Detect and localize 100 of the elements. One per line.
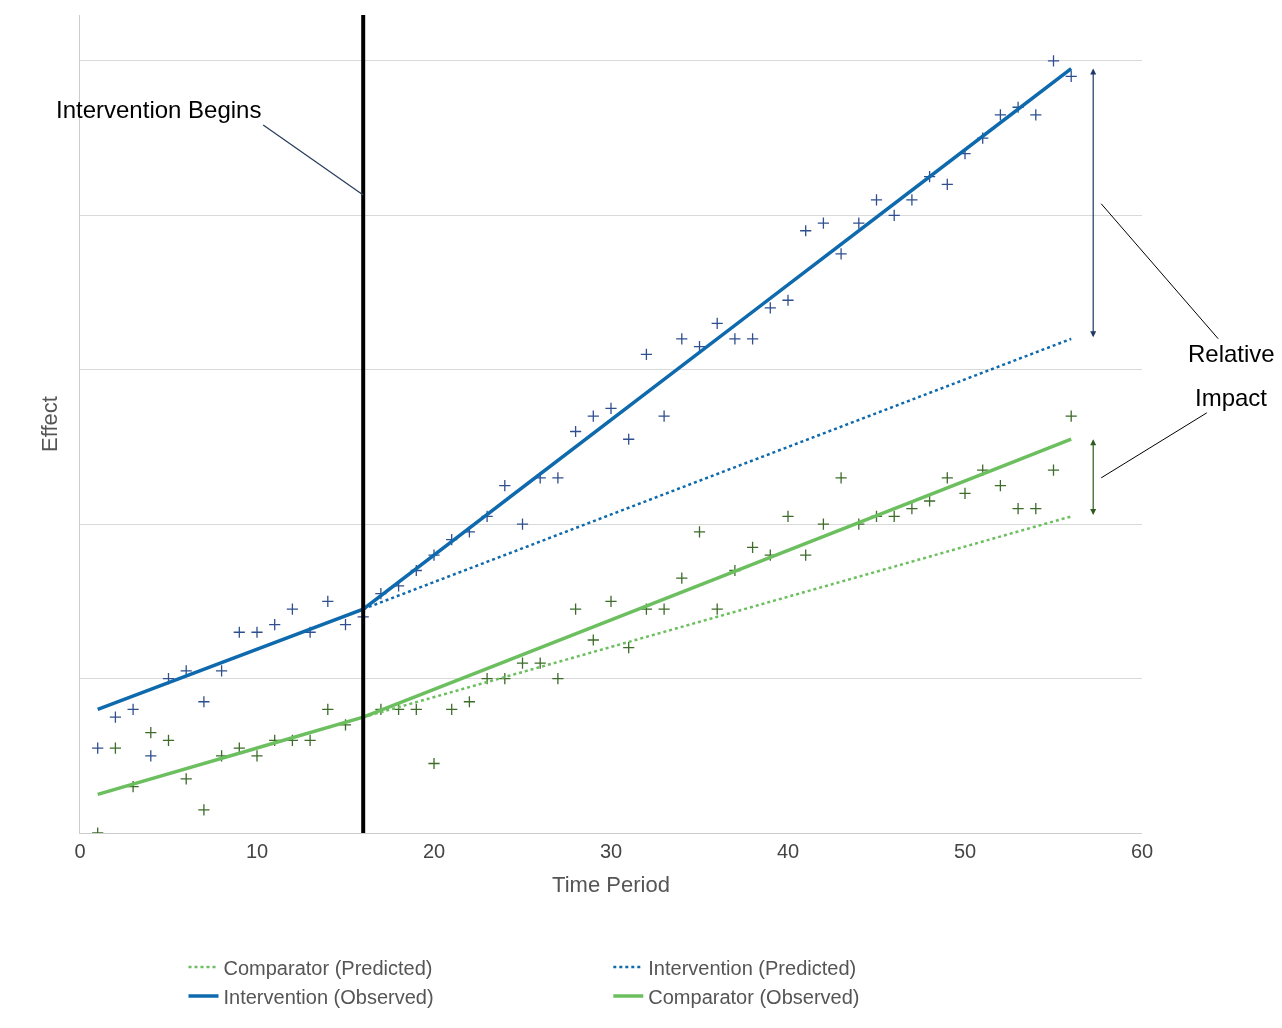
point xyxy=(640,348,653,361)
point xyxy=(941,178,954,191)
legend-label: Comparator (Observed) xyxy=(648,985,860,1008)
point xyxy=(994,479,1007,492)
point xyxy=(994,108,1007,122)
point xyxy=(905,193,919,207)
x-tick-label: 40 xyxy=(776,840,800,862)
point xyxy=(799,224,812,238)
point xyxy=(197,803,211,817)
point xyxy=(923,170,936,183)
point xyxy=(410,703,423,716)
x-tick-label: 10 xyxy=(245,840,269,862)
point xyxy=(887,510,901,523)
point xyxy=(887,209,901,222)
point xyxy=(179,772,193,786)
point xyxy=(250,626,264,639)
point xyxy=(764,301,777,315)
point xyxy=(622,432,635,446)
point xyxy=(533,656,547,670)
point xyxy=(817,517,830,531)
point xyxy=(551,471,565,485)
point xyxy=(321,703,335,716)
point xyxy=(923,494,936,508)
legend-label: Intervention (Observed) xyxy=(223,985,434,1008)
point xyxy=(392,703,405,716)
point xyxy=(233,626,246,639)
point xyxy=(657,602,671,616)
point xyxy=(870,193,883,207)
point xyxy=(622,641,635,654)
point xyxy=(657,409,671,423)
point xyxy=(781,294,795,307)
point xyxy=(215,664,228,678)
point xyxy=(746,332,759,346)
x-tick-label: 60 xyxy=(1130,840,1154,862)
point xyxy=(339,618,352,631)
point xyxy=(710,317,724,330)
point xyxy=(1029,502,1043,515)
point xyxy=(162,734,175,747)
point xyxy=(286,602,299,616)
point xyxy=(197,695,211,708)
point xyxy=(1011,502,1025,515)
point xyxy=(516,656,529,670)
point xyxy=(463,695,476,708)
point xyxy=(781,510,795,523)
point xyxy=(1029,108,1043,122)
point xyxy=(693,525,706,539)
text: Relative Impact xyxy=(1188,340,1275,411)
point xyxy=(710,602,724,616)
point xyxy=(427,757,441,770)
point xyxy=(587,409,600,423)
point xyxy=(480,672,494,685)
legend-label: Comparator (Predicted) xyxy=(223,956,433,979)
point xyxy=(675,571,689,585)
point xyxy=(498,672,512,685)
ref-line-label: Intervention Begins xyxy=(56,96,262,123)
x-tick-label: 0 xyxy=(74,840,86,862)
point xyxy=(640,602,653,616)
point xyxy=(834,471,848,485)
point xyxy=(834,247,848,261)
point xyxy=(817,216,830,230)
point xyxy=(109,710,122,724)
point xyxy=(728,332,742,346)
point xyxy=(1047,463,1060,477)
point xyxy=(905,502,919,515)
point xyxy=(303,626,317,639)
x-tick-label: 20 xyxy=(422,840,446,862)
point xyxy=(427,548,441,562)
x-axis-title: Time Period xyxy=(552,871,670,897)
point xyxy=(445,703,458,716)
point xyxy=(215,749,228,763)
point xyxy=(569,602,582,616)
point xyxy=(958,487,972,500)
point xyxy=(604,595,618,608)
x-tick-label: 50 xyxy=(953,840,977,862)
point xyxy=(303,734,317,747)
point xyxy=(268,618,281,631)
point xyxy=(109,741,122,755)
point xyxy=(250,749,264,763)
point xyxy=(1047,54,1060,68)
point xyxy=(569,425,582,438)
legend-label: Intervention (Predicted) xyxy=(648,956,857,979)
point xyxy=(126,703,140,716)
point xyxy=(516,517,529,531)
point xyxy=(339,718,352,732)
y-axis-title: Effect xyxy=(36,396,62,452)
point xyxy=(746,541,759,554)
point xyxy=(498,479,512,492)
point xyxy=(1064,70,1078,83)
point xyxy=(91,741,104,755)
point xyxy=(852,216,866,230)
point xyxy=(587,633,600,647)
point xyxy=(604,402,618,415)
point xyxy=(144,726,158,739)
point xyxy=(675,332,689,346)
x-tick-label: 30 xyxy=(599,840,623,862)
point xyxy=(799,548,812,562)
point xyxy=(1064,409,1078,423)
point xyxy=(941,471,954,485)
point xyxy=(321,595,335,608)
point xyxy=(144,749,158,763)
